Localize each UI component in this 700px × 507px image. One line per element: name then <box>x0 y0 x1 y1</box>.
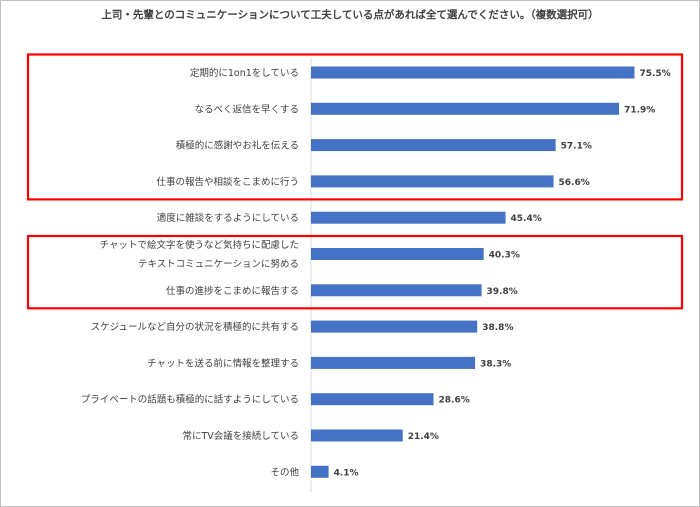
category-label: チャットで絵文字を使うなど気持ちに配慮した <box>100 239 299 251</box>
highlight-box <box>26 53 684 201</box>
category-label: 適度に雑談をするようにしている <box>157 212 299 224</box>
bar <box>311 284 482 297</box>
highlight-box <box>26 234 684 310</box>
bar <box>311 465 329 478</box>
chart-title: 上司・先輩とのコミュニケーションについて工夫している点があれば全て選んでください… <box>101 9 599 21</box>
category-label: 仕事の進捗をこまめに報告する <box>166 285 299 297</box>
category-label: 積極的に感謝やお礼を伝える <box>176 140 299 152</box>
bar <box>311 211 506 224</box>
bar <box>311 429 403 442</box>
data-label: 28.6% <box>439 396 470 406</box>
bar <box>311 66 635 79</box>
bar <box>311 320 478 333</box>
data-label: 39.8% <box>487 287 518 297</box>
category-label: スケジュールなど自分の状況を積極的に共有する <box>91 321 299 333</box>
data-label: 38.3% <box>480 359 511 369</box>
bar <box>311 356 476 369</box>
category-label: その他 <box>270 466 299 478</box>
category-label: チャットを送る前に情報を整理する <box>147 357 299 369</box>
data-label: 38.8% <box>482 323 513 333</box>
data-label: 57.1% <box>561 142 592 152</box>
category-label: プライベートの話題も積極的に話すようにしている <box>81 394 299 406</box>
bar <box>311 248 484 260</box>
data-label: 40.3% <box>489 251 520 261</box>
bar <box>311 102 620 115</box>
category-label: 定期的に1on1をしている <box>190 67 299 79</box>
category-label: 仕事の報告や相談をこまめに行う <box>156 176 299 188</box>
data-label: 71.9% <box>624 105 655 115</box>
category-label: 常にTV会議を接続している <box>182 430 299 442</box>
data-label: 45.4% <box>511 214 542 224</box>
data-label: 21.4% <box>408 432 439 442</box>
data-label: 56.6% <box>559 178 590 188</box>
data-label: 75.5% <box>640 69 671 79</box>
category-label: なるべく返信を早くする <box>194 103 299 115</box>
bar <box>311 175 554 188</box>
bar <box>311 139 556 152</box>
data-label: 4.1% <box>334 468 359 478</box>
bar <box>311 393 434 406</box>
category-label: テキストコミュニケーションに努める <box>138 258 299 270</box>
